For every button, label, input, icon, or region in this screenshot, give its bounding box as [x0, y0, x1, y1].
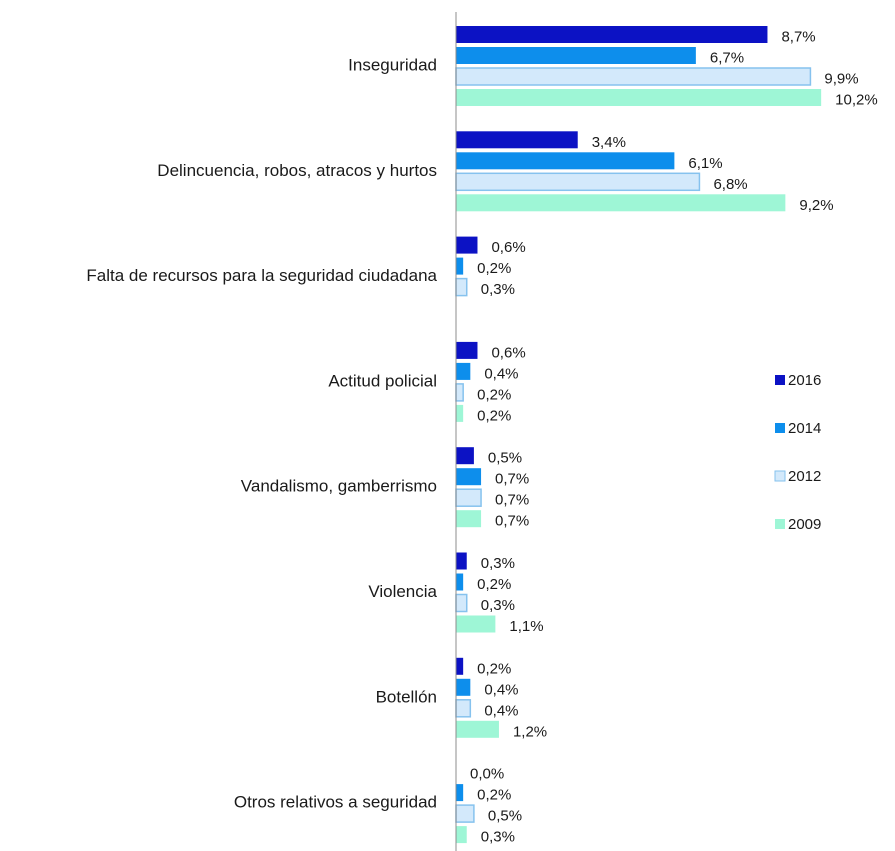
- legend-label: 2012: [788, 468, 821, 485]
- bar: [456, 89, 822, 106]
- value-label: 0,7%: [495, 492, 529, 509]
- category-label: Actitud policial: [328, 371, 437, 390]
- bar: [455, 277, 468, 297]
- bar: [455, 593, 468, 613]
- value-label: 10,2%: [835, 91, 878, 108]
- bar: [456, 615, 496, 633]
- bar: [456, 657, 464, 675]
- category-label: Violencia: [368, 582, 437, 601]
- bar: [456, 131, 578, 149]
- bar: [456, 152, 675, 170]
- bar: [456, 341, 478, 359]
- value-label: 0,2%: [477, 787, 511, 804]
- bar: [455, 67, 812, 86]
- value-label: 6,1%: [688, 155, 722, 172]
- value-label: 9,2%: [799, 197, 833, 214]
- value-label: 0,3%: [481, 829, 515, 846]
- value-label: 0,0%: [470, 766, 504, 783]
- bar: [456, 468, 482, 486]
- bar: [456, 257, 464, 275]
- bar: [456, 236, 478, 254]
- category-label: Vandalismo, gamberrismo: [241, 477, 437, 496]
- bar: [456, 510, 482, 528]
- bar: [456, 362, 471, 380]
- value-label: 3,4%: [592, 134, 626, 151]
- value-label: 0,6%: [491, 344, 525, 361]
- value-label: 0,3%: [481, 597, 515, 614]
- category-label: Falta de recursos para la seguridad ciud…: [86, 266, 437, 285]
- bar: [456, 573, 464, 591]
- value-label: 0,2%: [477, 660, 511, 677]
- value-label: 0,2%: [477, 407, 511, 424]
- value-label: 0,3%: [481, 555, 515, 572]
- legend-swatch: [775, 375, 785, 385]
- bar: [455, 804, 475, 823]
- category-label: Otros relativos a seguridad: [234, 793, 437, 812]
- bar: [456, 784, 464, 802]
- bar: [456, 47, 696, 64]
- value-label: 0,2%: [477, 260, 511, 277]
- value-label: 0,6%: [491, 239, 525, 256]
- bar: [456, 447, 474, 465]
- value-label: 1,1%: [509, 618, 543, 635]
- value-label: 0,7%: [495, 513, 529, 530]
- bar: [456, 404, 464, 422]
- bar: [455, 383, 464, 402]
- value-label: 9,9%: [824, 70, 858, 87]
- bar: [456, 194, 786, 212]
- value-label: 0,4%: [484, 702, 518, 719]
- bar: [456, 678, 471, 696]
- value-label: 0,2%: [477, 576, 511, 593]
- legend-label: 2016: [788, 372, 821, 389]
- category-label: Inseguridad: [348, 55, 437, 74]
- legend-label: 2014: [788, 420, 821, 437]
- value-label: 0,3%: [481, 281, 515, 298]
- value-label: 1,2%: [513, 723, 547, 740]
- value-label: 0,5%: [488, 450, 522, 467]
- legend-swatch: [774, 470, 786, 482]
- legend-label: 2009: [788, 516, 821, 533]
- value-label: 6,7%: [710, 49, 744, 66]
- bar: [456, 552, 467, 570]
- bar: [456, 826, 467, 844]
- value-label: 0,7%: [495, 471, 529, 488]
- legend-swatch: [775, 519, 785, 529]
- category-label: Botellón: [376, 687, 437, 706]
- bar: [455, 488, 482, 507]
- value-label: 0,4%: [484, 681, 518, 698]
- value-label: 8,7%: [781, 28, 815, 45]
- legend-swatch: [775, 423, 785, 433]
- value-label: 6,8%: [713, 176, 747, 193]
- bar: [455, 172, 701, 192]
- value-label: 0,4%: [484, 365, 518, 382]
- value-label: 0,5%: [488, 808, 522, 825]
- bar: [456, 26, 768, 43]
- category-label: Delincuencia, robos, atracos y hurtos: [157, 161, 437, 180]
- bar: [455, 699, 472, 718]
- bar: [456, 720, 499, 738]
- value-label: 0,2%: [477, 386, 511, 403]
